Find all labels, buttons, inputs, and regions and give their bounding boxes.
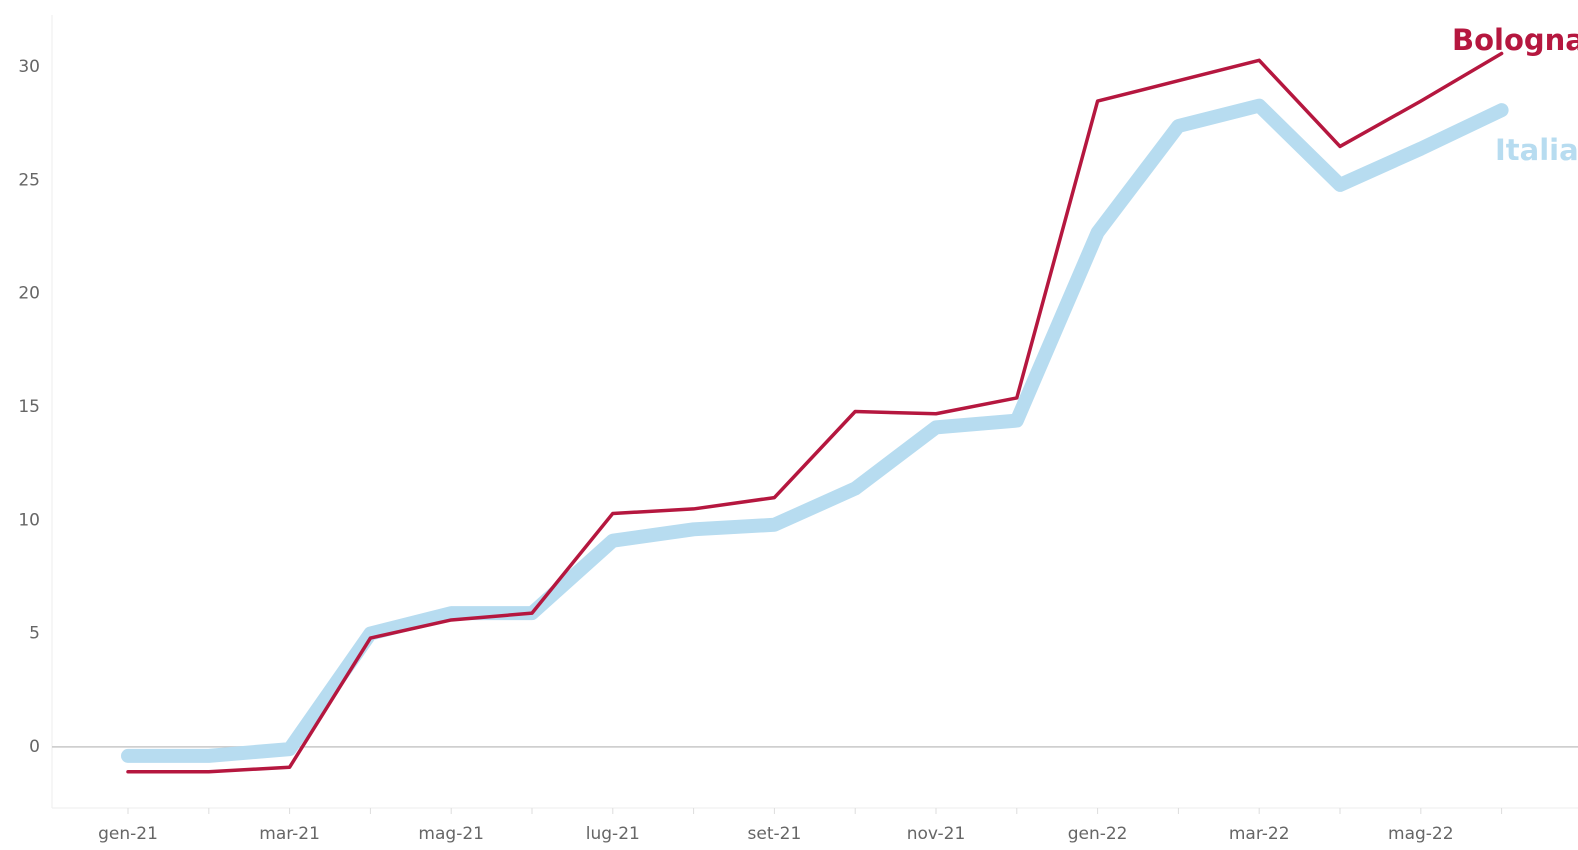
- y-tick-label: 15: [18, 397, 40, 417]
- x-tick-label: set-21: [748, 824, 802, 844]
- x-tick-label: lug-21: [586, 824, 640, 844]
- x-tick-label: gen-22: [1068, 824, 1128, 844]
- series-line: [121, 98, 1509, 763]
- y-tick-label: 25: [18, 170, 40, 190]
- x-tick-label: gen-21: [98, 824, 158, 844]
- y-tick-label: 10: [18, 510, 40, 530]
- x-tick-label: mag-22: [1388, 824, 1454, 844]
- y-tick-label: 0: [29, 737, 40, 757]
- series-label: Italia: [1495, 133, 1578, 167]
- series-label: Bologna: [1452, 23, 1578, 57]
- x-tick-label: mar-22: [1229, 824, 1290, 844]
- series-line: [126, 51, 1504, 774]
- x-tick-label: mar-21: [259, 824, 320, 844]
- y-tick-label: 5: [29, 624, 40, 644]
- y-tick-label: 30: [18, 57, 40, 77]
- y-tick-label: 20: [18, 284, 40, 304]
- x-tick-label: mag-21: [418, 824, 484, 844]
- x-tick-label: nov-21: [907, 824, 966, 844]
